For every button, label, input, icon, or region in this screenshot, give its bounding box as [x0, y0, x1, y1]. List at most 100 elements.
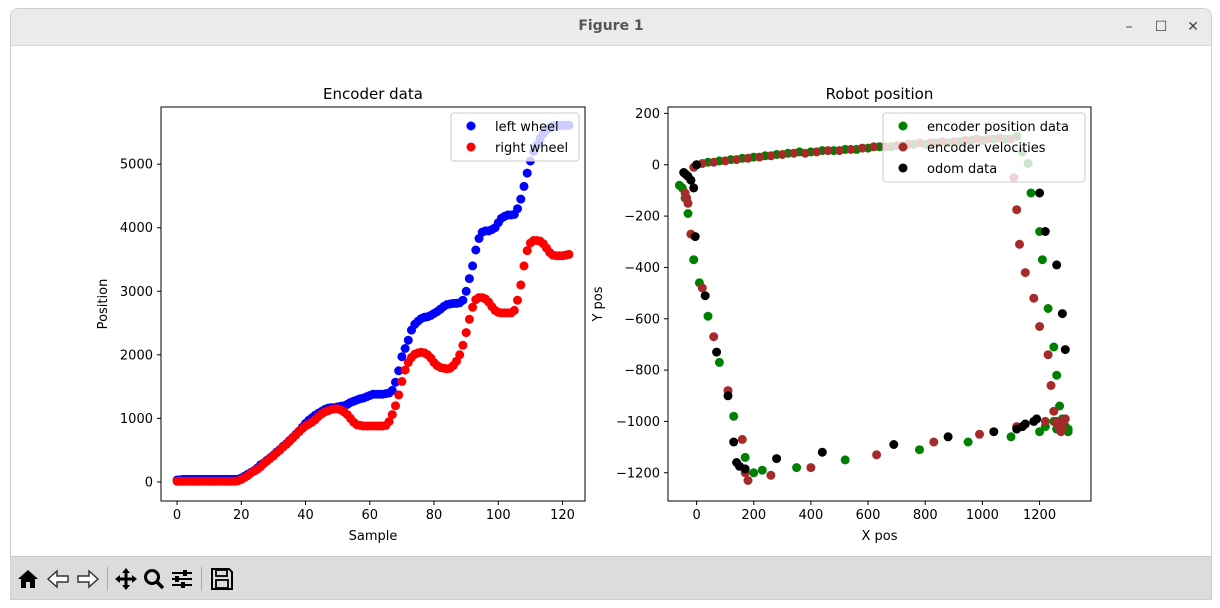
- data-point: [915, 445, 924, 455]
- data-point: [468, 261, 478, 271]
- data-point: [391, 401, 400, 411]
- data-point: [1020, 419, 1030, 429]
- data-point: [683, 198, 693, 208]
- data-point: [943, 432, 953, 442]
- data-point: [403, 335, 413, 345]
- data-point: [766, 151, 776, 161]
- data-point: [1026, 188, 1036, 198]
- data-point: [777, 150, 787, 159]
- data-point: [458, 295, 468, 305]
- minimize-icon[interactable]: –: [1125, 19, 1133, 35]
- legend-label: odom data: [927, 162, 997, 177]
- data-point: [812, 147, 822, 157]
- data-point: [835, 146, 844, 156]
- data-point: [686, 175, 696, 185]
- data-point: [471, 245, 481, 255]
- chart-1: Encoder data 0 20 40 60 80 100 120 0 1000 2000 3000…: [96, 85, 586, 544]
- data-point: [755, 152, 764, 162]
- data-point: [516, 194, 526, 204]
- data-point: [400, 365, 410, 375]
- data-point: [1043, 304, 1053, 313]
- legend-marker: [466, 142, 476, 152]
- data-point: [1057, 416, 1067, 426]
- data-point: [872, 450, 882, 460]
- x-tick-label: 1200: [1023, 508, 1056, 523]
- data-point: [516, 280, 526, 290]
- data-point: [743, 153, 753, 163]
- data-point: [564, 249, 574, 259]
- y-axis-label: Y pos: [591, 286, 606, 322]
- data-point: [394, 390, 404, 400]
- data-point: [709, 332, 719, 342]
- forward-arrow-icon[interactable]: [75, 566, 101, 592]
- data-point: [397, 377, 407, 386]
- data-point: [1035, 188, 1045, 198]
- data-point: [697, 283, 707, 293]
- data-point: [1043, 350, 1053, 360]
- y-tick-label: 3000: [120, 285, 153, 300]
- data-point: [519, 181, 529, 191]
- data-point: [714, 357, 724, 367]
- data-point: [455, 350, 465, 360]
- back-arrow-icon[interactable]: [45, 566, 71, 592]
- data-point: [522, 168, 532, 178]
- data-point: [1060, 345, 1070, 355]
- legend-label: encoder position data: [927, 120, 1069, 135]
- data-point: [464, 274, 474, 284]
- data-point: [522, 246, 532, 256]
- data-point: [458, 340, 468, 350]
- data-point: [703, 311, 713, 321]
- pan-icon[interactable]: [113, 566, 139, 592]
- data-point: [1037, 255, 1047, 265]
- axes-frame: [160, 106, 586, 502]
- legend: left wheel right wheel: [450, 112, 580, 162]
- y-tick-label: 0: [145, 475, 153, 490]
- x-tick-label: 200: [741, 508, 766, 523]
- data-point: [1040, 227, 1050, 236]
- x-tick-label: 0: [173, 508, 181, 523]
- data-point: [1012, 205, 1022, 215]
- subplots-icon[interactable]: [169, 566, 195, 592]
- data-point: [461, 286, 471, 296]
- data-point: [772, 454, 782, 464]
- maximize-icon[interactable]: ☐: [1154, 19, 1168, 35]
- save-icon[interactable]: [209, 566, 235, 592]
- data-point: [468, 302, 478, 312]
- data-point: [519, 261, 529, 271]
- data-point: [740, 464, 750, 474]
- data-point: [700, 291, 710, 301]
- close-icon[interactable]: ✕: [1187, 19, 1199, 35]
- figure-window: Figure 1 – ☐ ✕ Encoder data 0 20 40 60 80 100 1…: [10, 8, 1212, 600]
- zoom-icon[interactable]: [141, 566, 167, 592]
- x-tick-label: 600: [856, 508, 881, 523]
- legend-label: right wheel: [495, 141, 568, 156]
- data-point: [1029, 293, 1039, 303]
- toolbar-separator: [107, 567, 108, 591]
- y-tick-label: 0: [652, 158, 660, 173]
- navigation-toolbar: [11, 556, 1211, 599]
- data-point: [1006, 432, 1016, 442]
- data-point: [817, 447, 827, 457]
- data-point: [889, 440, 899, 449]
- data-point: [1032, 414, 1042, 424]
- legend-box: [450, 112, 580, 162]
- data-point: [975, 429, 984, 439]
- data-point: [749, 468, 759, 478]
- legend-label: encoder velocities: [927, 141, 1046, 156]
- data-point: [387, 385, 397, 395]
- y-tick-label: 1000: [120, 412, 153, 427]
- y-axis-label: Position: [96, 279, 111, 330]
- data-point: [857, 143, 867, 153]
- x-tick-label: 100: [486, 508, 511, 523]
- data-point: [800, 148, 810, 158]
- data-point: [1049, 406, 1059, 416]
- home-icon[interactable]: [15, 566, 41, 592]
- data-point: [1055, 401, 1065, 411]
- y-tick-label: 2000: [120, 348, 153, 363]
- data-point: [513, 295, 522, 305]
- data-point: [1052, 370, 1062, 380]
- data-point: [712, 347, 722, 357]
- data-point: [823, 146, 833, 156]
- legend-marker: [898, 121, 908, 131]
